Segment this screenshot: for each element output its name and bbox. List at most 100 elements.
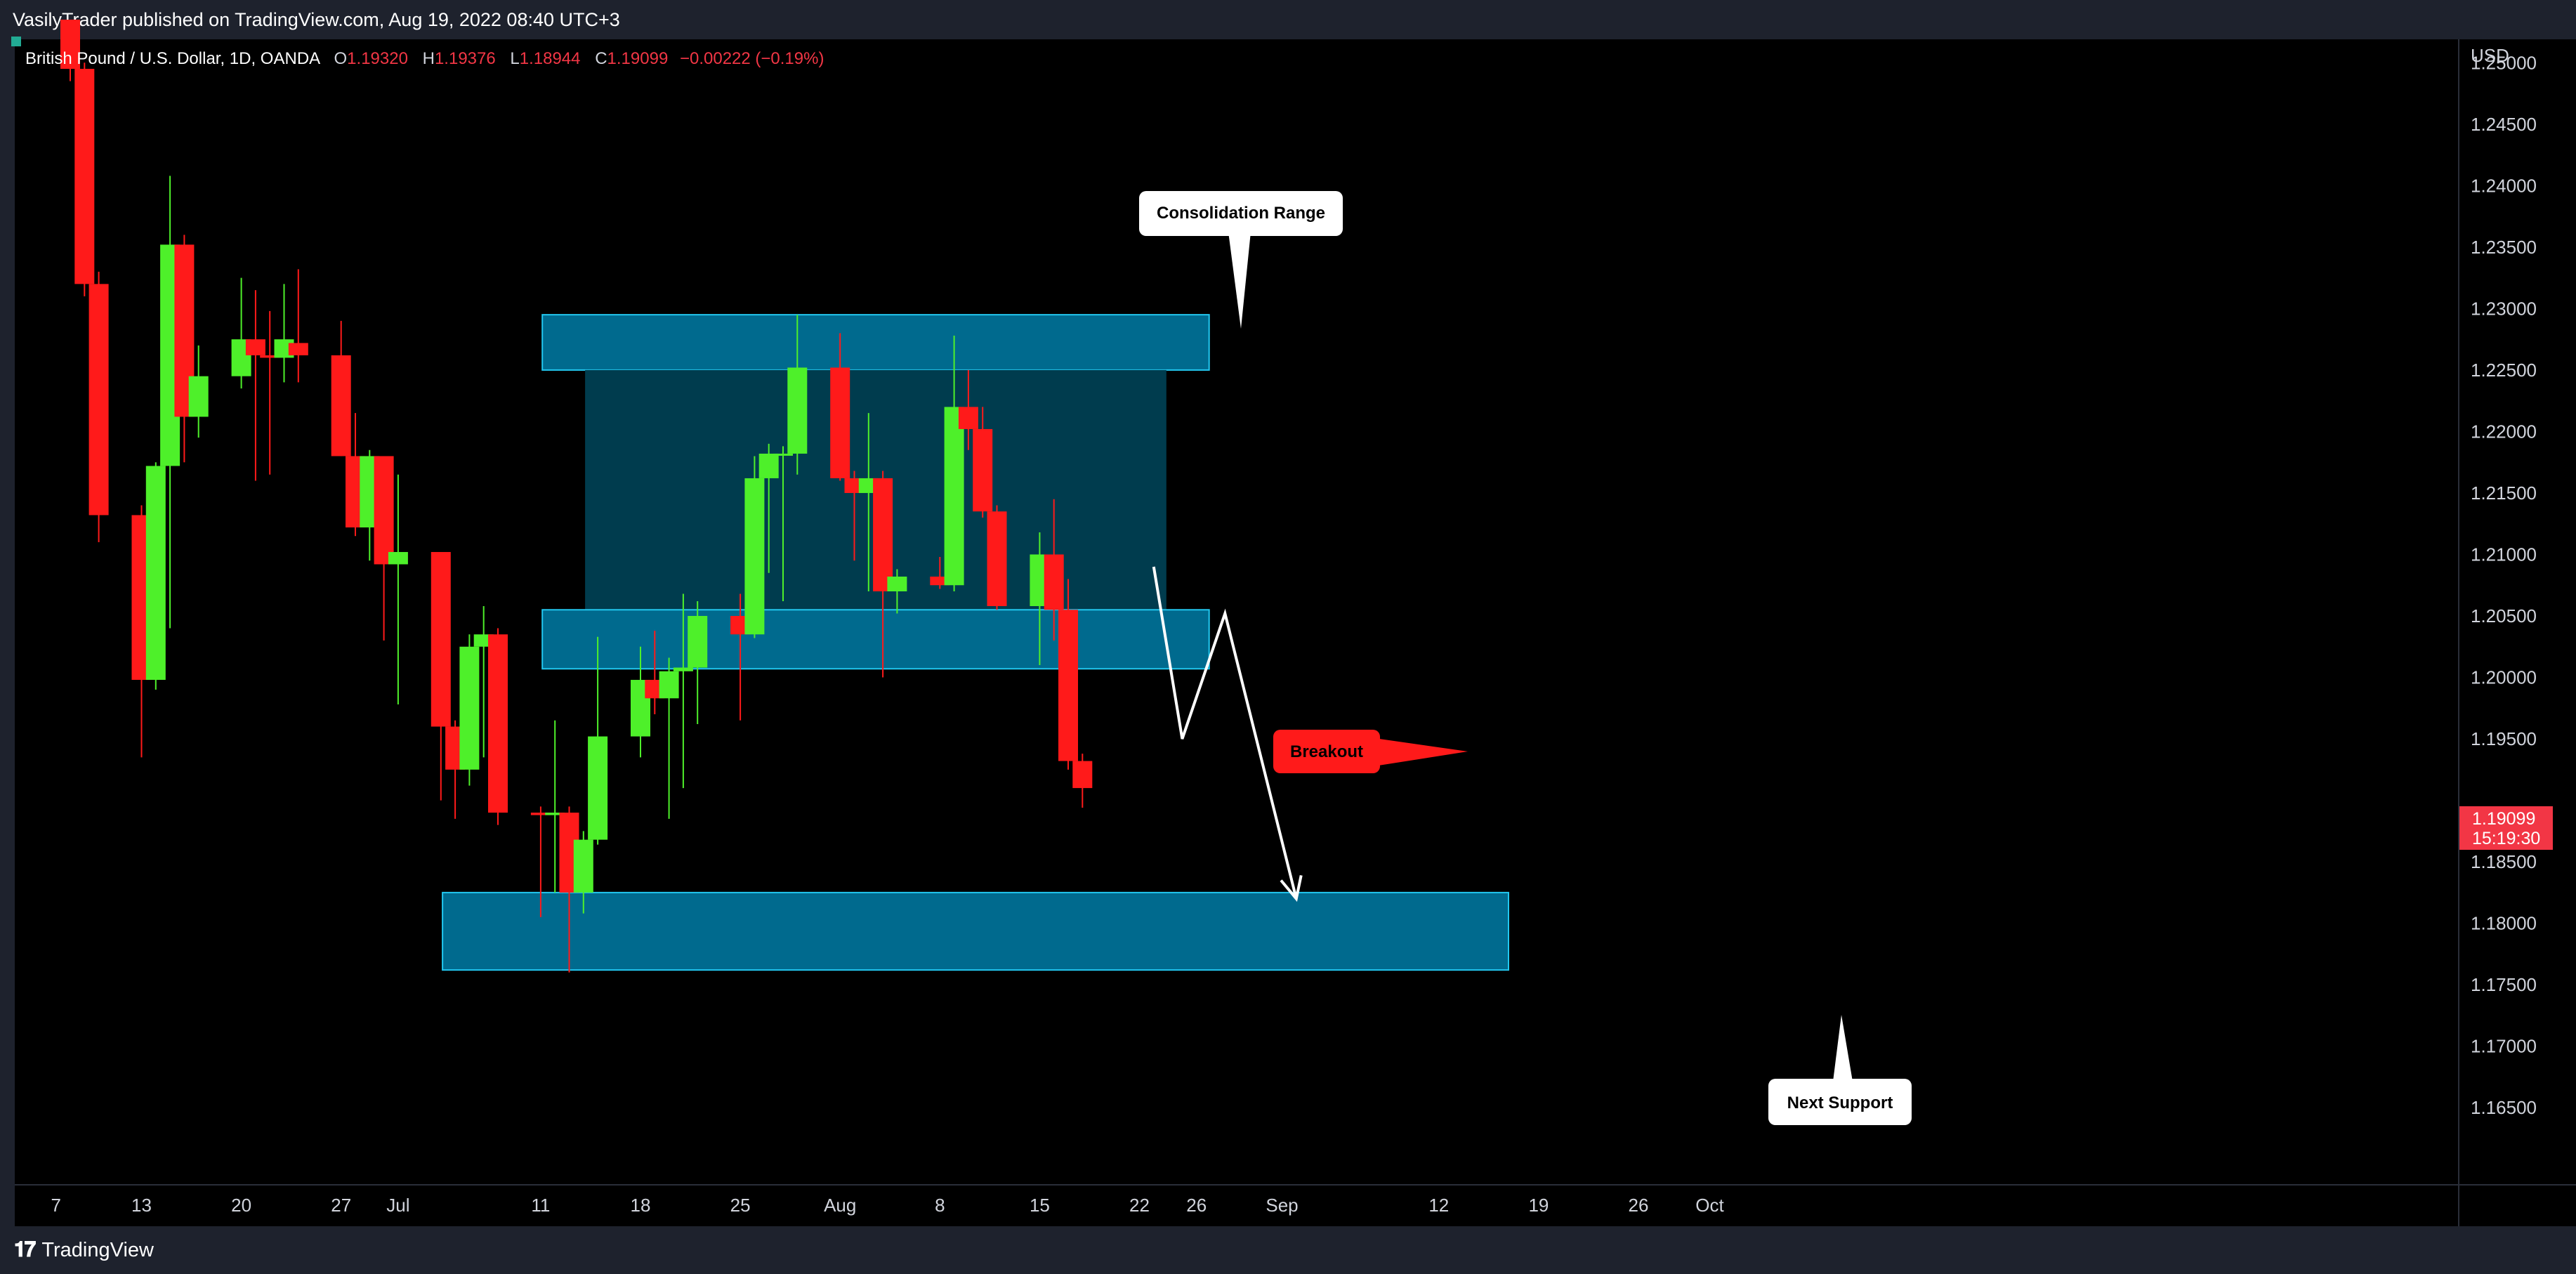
candle-body — [773, 453, 793, 456]
candle-body — [260, 355, 280, 358]
y-tick-label: 1.17000 — [2471, 1036, 2537, 1057]
candle-body — [830, 367, 850, 478]
breakout-callout-pointer — [1369, 737, 1468, 767]
y-tick-label: 1.24500 — [2471, 114, 2537, 135]
zone-resistance — [541, 314, 1210, 371]
left-strip — [0, 39, 15, 1226]
candle-body — [431, 551, 451, 727]
candle-body — [588, 736, 608, 840]
projection-arrowhead — [1280, 874, 1303, 902]
y-tick-label: 1.22000 — [2471, 421, 2537, 442]
candle-body — [488, 634, 508, 813]
x-tick-label: Sep — [1266, 1195, 1298, 1216]
candle-body — [873, 478, 893, 591]
x-tick-label: 27 — [331, 1195, 351, 1216]
candles-layer — [60, 20, 1093, 973]
low-label: L — [510, 49, 520, 68]
high-value: 1.19376 — [434, 49, 496, 68]
next-support-callout-box — [1768, 1079, 1912, 1125]
candle-body — [973, 428, 993, 512]
x-tick-label: 26 — [1629, 1195, 1649, 1216]
x-tick-label: 11 — [531, 1195, 550, 1216]
current-price-tag — [2459, 806, 2553, 850]
time-scale[interactable] — [15, 1184, 2458, 1226]
candle-body — [188, 376, 209, 417]
consolidation-callout-pointer — [1228, 232, 1251, 329]
x-tick-label: 18 — [631, 1195, 651, 1216]
y-tick-label: 1.21500 — [2471, 482, 2537, 504]
x-tick-label: 12 — [1428, 1195, 1449, 1216]
symbol-name[interactable]: British Pound / U.S. Dollar, 1D, OANDA — [25, 49, 320, 68]
candle-body — [958, 407, 978, 429]
candle-body — [758, 453, 779, 478]
y-axis-labels: 1.25000 1.24500 1.24000 1.23500 1.23000 1.225… — [2471, 52, 2537, 1118]
y-tick-label: 1.18500 — [2471, 851, 2537, 872]
annotations-layer: Consolidation Range Breakout Next Suppor… — [1139, 191, 1912, 1125]
candle-body — [88, 284, 109, 515]
candle-body — [331, 355, 351, 457]
tradingview-logo-icon: 𝟏𝟕 — [14, 1238, 36, 1261]
publish-header: VasilyTrader published on TradingView.co… — [0, 0, 2576, 39]
y-tick-label: 1.21000 — [2471, 544, 2537, 565]
candle-body — [530, 813, 551, 815]
y-tick-label: 1.23500 — [2471, 237, 2537, 258]
close-label: C — [595, 49, 607, 68]
symbol-legend: British Pound / U.S. Dollar, 1D, OANDA O… — [11, 37, 824, 69]
footer-brand[interactable]: TradingView — [41, 1238, 154, 1261]
breakout-callout-text: Breakout — [1290, 742, 1363, 761]
open-value: 1.19320 — [347, 49, 408, 68]
candle-body — [374, 456, 394, 565]
scale-corner — [2458, 1184, 2576, 1226]
candle-body — [145, 466, 166, 681]
candle-body — [688, 616, 708, 668]
zone-support — [541, 609, 1210, 670]
y-tick-label: 1.17500 — [2471, 974, 2537, 995]
candle-body — [1044, 554, 1064, 610]
candle-body — [74, 69, 95, 284]
x-tick-label: 19 — [1528, 1195, 1549, 1216]
x-tick-label: Aug — [824, 1195, 856, 1216]
candle-body — [659, 671, 679, 699]
y-tick-label: 1.20500 — [2471, 605, 2537, 626]
candle-body — [60, 20, 80, 70]
candle-body — [573, 839, 593, 893]
price-scale[interactable] — [2458, 39, 2576, 1184]
footer-bar: 𝟏𝟕 TradingView — [0, 1226, 2576, 1274]
y-tick-label: 1.24000 — [2471, 175, 2537, 196]
x-axis-labels: 7 13 20 27 Jul 11 18 25 Aug 8 15 22 26 Sep 12 19 26 Oct — [51, 1195, 1724, 1216]
candle-body — [887, 576, 907, 591]
y-tick-label: 1.25000 — [2471, 52, 2537, 73]
x-tick-label: 26 — [1186, 1195, 1207, 1216]
published-text: VasilyTrader published on TradingView.co… — [13, 8, 620, 30]
y-tick-label: 1.20000 — [2471, 667, 2537, 688]
breakout-callout-box — [1273, 730, 1380, 773]
zone-next_support — [442, 891, 1509, 971]
y-tick-label: 1.18000 — [2471, 913, 2537, 934]
candle-body — [673, 667, 693, 671]
x-tick-label: Jul — [386, 1195, 409, 1216]
candle-body — [459, 646, 480, 770]
candle-body — [987, 511, 1007, 607]
candle-body — [944, 407, 964, 586]
candle-body — [288, 343, 308, 355]
y-tick-label: 1.23000 — [2471, 298, 2537, 319]
candle-body — [545, 813, 565, 815]
x-tick-label: 25 — [730, 1195, 751, 1216]
candle-countdown: 15:19:30 — [2472, 829, 2540, 848]
open-label: O — [334, 49, 348, 68]
candle-body — [744, 478, 765, 635]
close-value: 1.19099 — [607, 49, 669, 68]
current-price-value: 1.19099 — [2472, 809, 2535, 829]
y-tick-label: 1.22500 — [2471, 360, 2537, 381]
projection-layer — [1152, 566, 1303, 902]
candle-body — [787, 367, 808, 454]
x-tick-label: 15 — [1030, 1195, 1050, 1216]
change-value: −0.00222 (−0.19%) — [679, 49, 824, 68]
x-tick-label: 7 — [51, 1195, 60, 1216]
low-value: 1.18944 — [519, 49, 581, 68]
consolidation-callout-text: Consolidation Range — [1157, 204, 1325, 223]
next-support-callout-text: Next Support — [1787, 1094, 1893, 1112]
y-tick-label: 1.16500 — [2471, 1097, 2537, 1118]
x-tick-label: 20 — [231, 1195, 251, 1216]
